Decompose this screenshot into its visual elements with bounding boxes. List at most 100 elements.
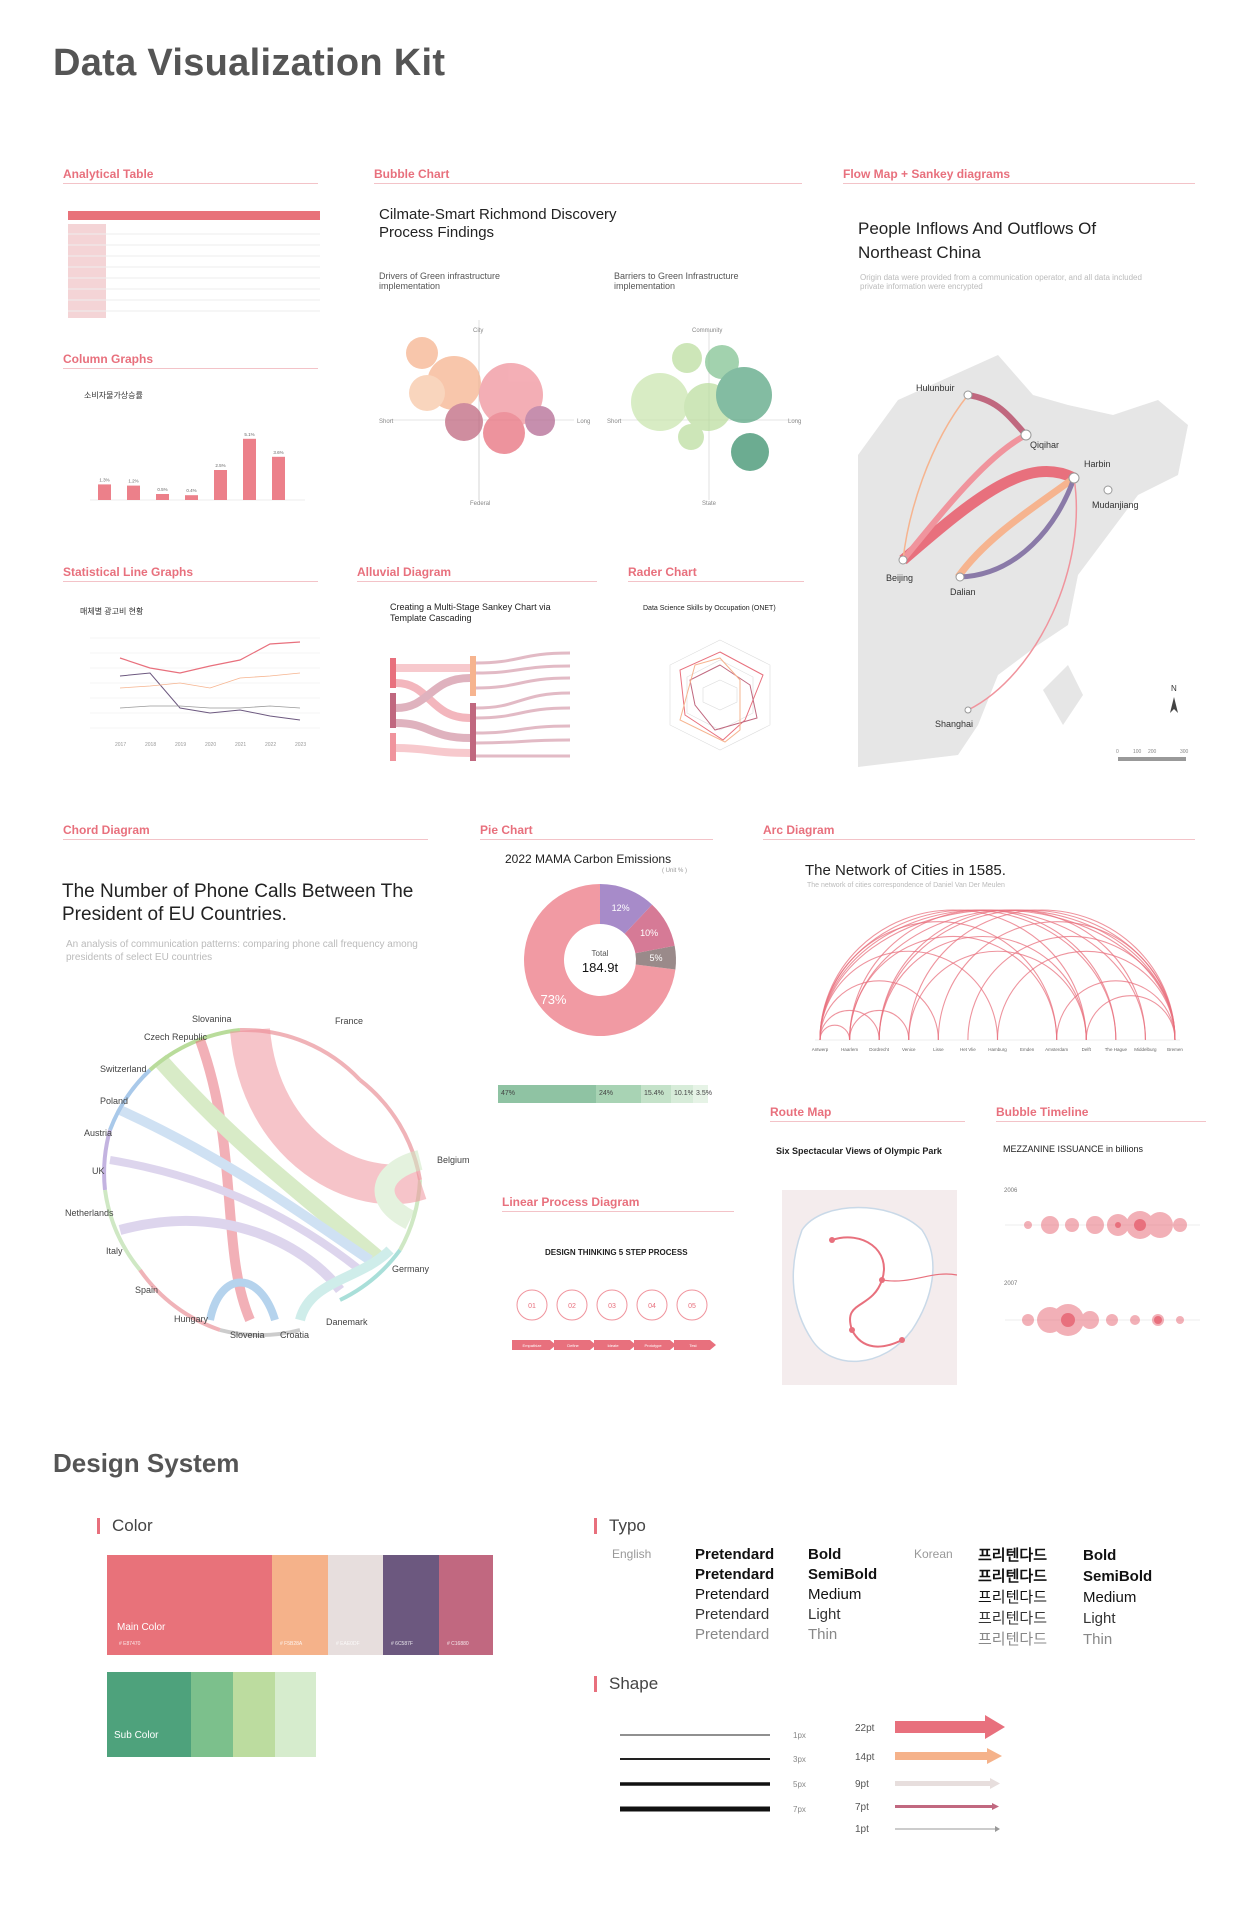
svg-text:Slovanina: Slovanina [192,1014,232,1024]
process-diagram: 01 02 03 04 05 Empathize Define Ideate P… [512,1289,716,1350]
column-value-label: 3.6% [273,450,283,455]
design-system-title: Design System [53,1448,240,1478]
section-marker [97,1518,100,1534]
typo-label: Typo [609,1516,646,1535]
svg-text:Italy: Italy [106,1246,123,1256]
color-label: Color [112,1516,153,1535]
section-label-bubble-timeline: Bubble Timeline [996,1105,1089,1119]
svg-text:Croatia: Croatia [280,1330,309,1340]
section-label-statistical-line: Statistical Line Graphs [63,565,194,579]
color-hex-label: # 6C587F [391,1641,413,1647]
color-swatch: # C16880 [439,1555,493,1655]
svg-text:0: 0 [1116,749,1119,755]
pie-slice-label: 73% [540,992,566,1007]
arc-city-label: Haarlem [841,1047,858,1052]
timeline-year: 2006 [1004,1188,1018,1194]
arc-link [996,950,1176,1041]
step-number: 03 [608,1303,616,1310]
svg-text:Switzerland: Switzerland [100,1064,147,1074]
color-swatch: # E87470 [107,1555,272,1655]
sub-color-swatch [275,1672,316,1757]
svg-text:Danemark: Danemark [326,1317,368,1327]
pie-title: 2022 MAMA Carbon Emissions [505,852,672,866]
svg-text:2021: 2021 [235,742,246,748]
line-chart: 2017 2018 2019 2020 2021 2022 2023 [90,637,320,748]
svg-text:Germany: Germany [392,1264,430,1274]
main-color-label: Main Color [117,1622,166,1633]
arc-link [819,1009,880,1041]
section-label-chord: Chord Diagram [63,823,150,837]
arc-city-label: Lisse [933,1047,944,1052]
flow-map-subtitle: Origin data were provided from a communi… [860,273,1142,291]
svg-text:2019: 2019 [175,742,186,748]
city-label: Mudanjiang [1092,500,1139,510]
divider [374,183,802,184]
pie-slice [624,904,675,954]
arc-city-label: Het Vlie [960,1047,976,1052]
arc-city-label: Delft [1082,1047,1092,1052]
column-value-label: 1.2% [128,479,138,484]
svg-text:Hungary: Hungary [174,1314,209,1324]
bubble-left-caption: Drivers of Green infrastructure implemen… [379,271,501,291]
radar-title: Data Science Skills by Occupation (ONET) [643,605,776,612]
arrow-size-label: 1pt [855,1824,869,1835]
axis-label: Long [788,419,801,425]
flow-map-title: People Inflows And Outflows Of Northeast… [858,219,1097,262]
arc-city-label: Amsterdam [1045,1047,1068,1052]
column-bar [272,456,285,500]
pie-total-label: Total [592,949,609,958]
arc-link [849,936,1058,1041]
section-marker [594,1676,597,1692]
svg-text:Austria: Austria [84,1128,112,1138]
svg-text:300: 300 [1180,749,1189,755]
color-hex-label: # C16880 [447,1641,469,1647]
divider [357,581,597,582]
pie-unit: ( Unit % ) [662,868,688,874]
arrow-14pt [895,1748,1002,1764]
svg-text:2020: 2020 [205,742,216,748]
arrow-size-label: 9pt [855,1779,869,1790]
pie-total-value: 184.9t [582,960,619,975]
chord-subtitle: An analysis of communication patterns: c… [66,939,418,963]
arc-link [1085,995,1176,1041]
arc-link [819,909,1176,1041]
process-title: DESIGN THINKING 5 STEP PROCESS [545,1248,688,1257]
column-bar [214,470,227,500]
column-bar [243,438,256,500]
arrow-22pt [895,1715,1005,1739]
city-label: Shanghai [935,719,973,729]
divider [628,581,804,582]
alluvial-title: Creating a Multi-Stage Sankey Chart via … [390,602,551,623]
arc-link [849,909,1117,1041]
arc-link [878,936,1087,1041]
page-title: Data Visualization Kit [53,42,446,84]
divider [843,183,1195,184]
chord-diagram: Slovanina Czech Republic Switzerland Pol… [65,1014,470,1340]
english-label: English [612,1547,652,1561]
alluvial-diagram [390,651,571,761]
sub-color-swatch [233,1672,275,1757]
typo-en-weights: Bold SemiBold Medium Light Thin [808,1546,878,1643]
arc-link [819,980,939,1041]
axis-label: Short [379,419,394,425]
column-chart: 1.3% 1.2% 0.5% 0.4% 2.5% 5.1% 3.6% [90,432,305,501]
arrow-size-label: 14pt [855,1752,875,1763]
arc-link [878,909,1176,1041]
step-number: 05 [688,1303,696,1310]
bubble-right-caption: Barriers to Green Infrastructure impleme… [614,271,739,291]
svg-text:2022: 2022 [265,742,276,748]
divider [63,581,318,582]
city-label: Dalian [950,587,976,597]
svg-text:Poland: Poland [100,1096,128,1106]
breakdown-segment: 15.4% [641,1085,671,1103]
arc-city-label: Venice [902,1047,916,1052]
breakdown-segment: 47% [498,1085,596,1103]
color-hex-label: # E87470 [119,1641,141,1647]
arc-link [908,909,1176,1041]
arrow-size-label: 22pt [855,1723,875,1734]
color-swatch: # EAE0DF [328,1555,383,1655]
section-label-analytical-table: Analytical Table [63,167,154,181]
arc-diagram: Antwerp Haarlem Dordrecht Venice Lisse Het Vl… [812,909,1183,1052]
svg-text:Netherlands: Netherlands [65,1208,114,1218]
arc-subtitle: The network of cities correspondence of … [807,882,1005,889]
